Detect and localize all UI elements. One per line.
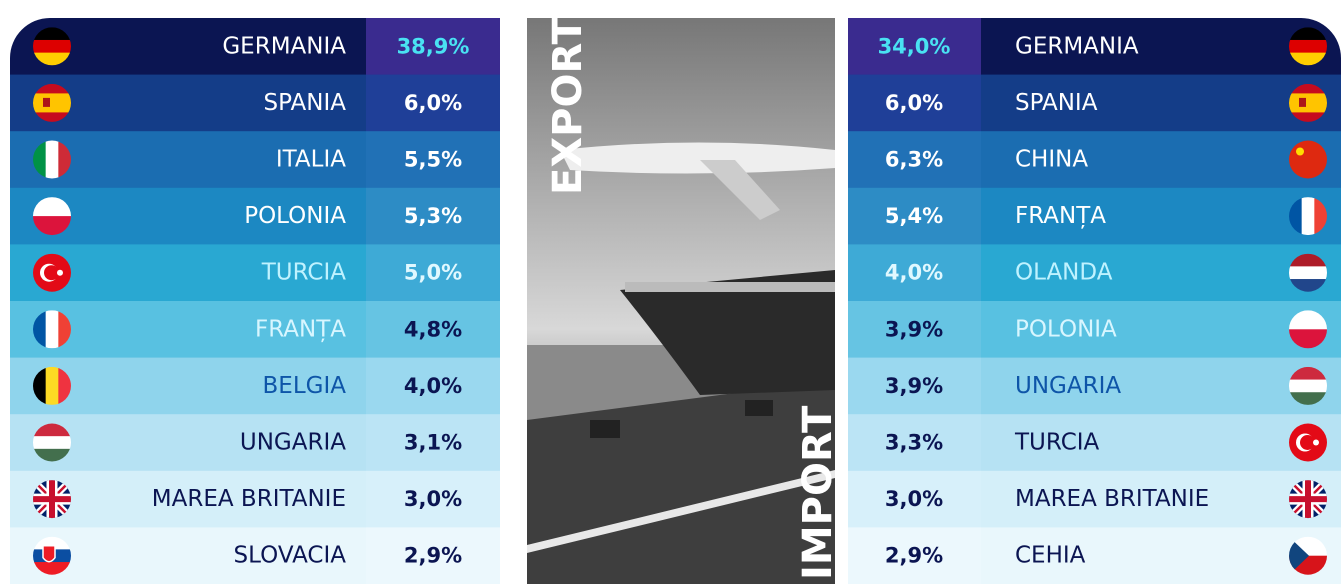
flag-stripe xyxy=(1289,93,1327,103)
flag-stripe xyxy=(1289,103,1327,113)
country-name: FRANȚA xyxy=(255,316,346,342)
flag-star xyxy=(1313,440,1319,446)
share-value: 5,0% xyxy=(404,261,462,285)
flag-stripe xyxy=(1289,40,1327,53)
share-value: 3,9% xyxy=(885,374,943,398)
country-name: SPANIA xyxy=(264,90,347,116)
share-value: 3,1% xyxy=(404,431,462,455)
flag-stripe xyxy=(1289,266,1327,279)
share-value: 4,8% xyxy=(404,317,462,341)
flag-stripe xyxy=(46,141,59,179)
flag-star xyxy=(1296,148,1304,156)
flag-stripe xyxy=(33,103,71,113)
country-name: MAREA BRITANIE xyxy=(1015,486,1209,512)
import-label: IMPORT xyxy=(795,405,841,580)
flag-shield xyxy=(43,546,55,562)
share-value: 4,0% xyxy=(885,261,943,285)
country-name: ITALIA xyxy=(276,147,346,173)
flag-crescent xyxy=(44,265,59,280)
country-name: BELGIA xyxy=(263,373,347,399)
import-table: 34,0% GERMANIA 6,0% SPANIA 6,3% CHINA 5,4% FRAN… xyxy=(848,18,1341,584)
export-label: EXPORT xyxy=(545,17,591,195)
share-value: 3,0% xyxy=(885,487,943,511)
share-value: 6,3% xyxy=(885,148,943,172)
country-name: UNGARIA xyxy=(240,430,346,456)
share-value: 2,9% xyxy=(885,544,943,568)
flag-stripe xyxy=(46,310,59,348)
flag-emblem xyxy=(43,98,50,107)
country-name: CEHIA xyxy=(1015,543,1086,569)
country-name: TURCIA xyxy=(1014,430,1100,456)
share-value: 5,3% xyxy=(404,204,462,228)
share-value: 5,4% xyxy=(885,204,943,228)
country-name: OLANDA xyxy=(1015,260,1113,286)
share-value: 38,9% xyxy=(397,34,470,58)
country-name: POLONIA xyxy=(1015,316,1117,342)
country-name: POLONIA xyxy=(244,203,346,229)
country-name: SLOVACIA xyxy=(234,543,347,569)
country-name: FRANȚA xyxy=(1015,203,1106,229)
country-name: SPANIA xyxy=(1015,90,1098,116)
export-table: GERMANIA 38,9% SPANIA 6,0% ITALIA 5,5% POLONIA… xyxy=(0,18,500,584)
country-name: GERMANIA xyxy=(222,33,346,59)
share-value: 4,0% xyxy=(404,374,462,398)
share-value: 6,0% xyxy=(885,91,943,115)
country-name: UNGARIA xyxy=(1015,373,1121,399)
flag-crescent xyxy=(1300,435,1315,450)
share-value: 6,0% xyxy=(404,91,462,115)
flag-stripe xyxy=(33,93,71,103)
share-value: 5,5% xyxy=(404,148,462,172)
country-name: CHINA xyxy=(1015,147,1088,173)
flag-emblem xyxy=(1299,98,1306,107)
country-name: MAREA BRITANIE xyxy=(152,486,346,512)
flag-stripe xyxy=(1289,380,1327,393)
flag-stripe xyxy=(33,436,71,449)
country-name: GERMANIA xyxy=(1015,33,1139,59)
share-value: 3,3% xyxy=(885,431,943,455)
share-value: 3,0% xyxy=(404,487,462,511)
share-value: 2,9% xyxy=(404,544,462,568)
flag-stripe xyxy=(33,40,71,53)
flag-stripe xyxy=(1302,197,1315,235)
share-value: 34,0% xyxy=(878,34,951,58)
flag-star xyxy=(57,270,63,276)
flag-stripe xyxy=(46,367,59,405)
infographic: GERMANIA 38,9% SPANIA 6,0% ITALIA 5,5% POLONIA… xyxy=(0,0,1341,584)
share-value: 3,9% xyxy=(885,317,943,341)
country-name: TURCIA xyxy=(261,260,347,286)
